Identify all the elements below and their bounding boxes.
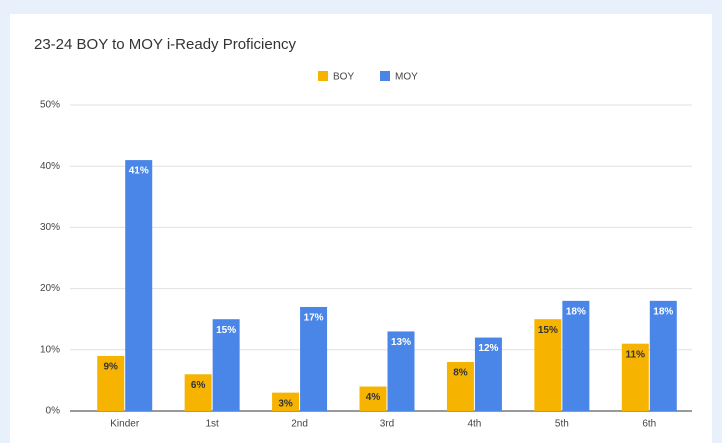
value-label: 3% [278, 398, 293, 409]
value-label: 41% [129, 166, 149, 177]
value-label: 12% [478, 343, 498, 354]
bar [97, 355, 125, 411]
value-label: 17% [304, 313, 324, 324]
bar [649, 300, 677, 411]
bar [387, 331, 415, 411]
bar [621, 343, 649, 411]
y-tick-label: 10% [40, 344, 60, 355]
value-label: 8% [453, 368, 468, 379]
x-tick-label: 5th [555, 419, 569, 430]
x-tick-label: Kinder [110, 419, 140, 430]
y-tick-label: 40% [40, 161, 60, 172]
value-label: 18% [653, 306, 673, 317]
value-label: 13% [391, 337, 411, 348]
value-label: 4% [366, 392, 381, 403]
bar [446, 362, 474, 411]
legend-label: BOY [333, 72, 354, 83]
bar [184, 374, 212, 411]
bar [300, 306, 328, 411]
legend-swatch [380, 71, 390, 81]
bar [212, 319, 240, 411]
y-tick-label: 20% [40, 283, 60, 294]
bar [562, 300, 590, 411]
bar [272, 392, 300, 411]
y-tick-label: 0% [46, 406, 61, 417]
x-tick-label: 4th [467, 419, 481, 430]
value-label: 18% [566, 306, 586, 317]
legend-label: MOY [395, 72, 418, 83]
value-label: 11% [626, 349, 646, 360]
y-tick-label: 30% [40, 222, 60, 233]
bar [474, 337, 502, 411]
value-label: 15% [538, 325, 558, 336]
bar [125, 160, 153, 411]
value-label: 15% [216, 325, 236, 336]
x-tick-label: 6th [642, 419, 656, 430]
bar [359, 386, 387, 411]
legend-swatch [318, 71, 328, 81]
value-label: 6% [191, 380, 206, 391]
x-tick-label: 3rd [380, 419, 394, 430]
x-tick-label: 2nd [291, 419, 308, 430]
value-label: 9% [103, 362, 118, 373]
x-tick-label: 1st [205, 419, 219, 430]
bar [534, 319, 562, 411]
chart-title: 23-24 BOY to MOY i-Ready Proficiency [34, 36, 297, 53]
y-tick-label: 50% [40, 100, 60, 111]
